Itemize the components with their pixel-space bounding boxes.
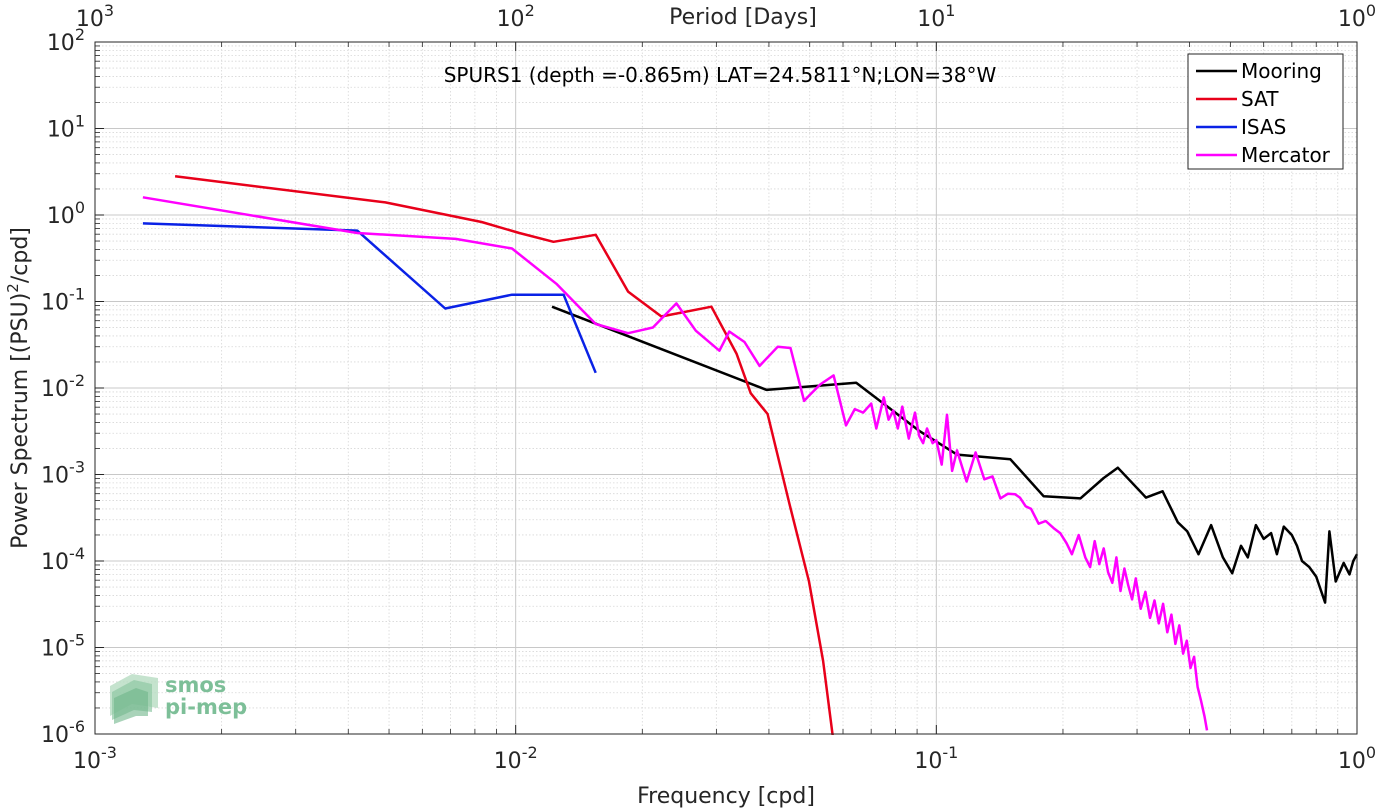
logo-mark-icon — [110, 674, 158, 724]
chart-title: SPURS1 (depth =-0.865m) LAT=24.5811°N;LO… — [444, 63, 997, 87]
x-tick-label: 10-3 — [73, 743, 117, 774]
series-layer — [96, 175, 1359, 741]
legend-items: Mooring SAT ISAS Mercator — [1196, 59, 1331, 167]
y-tick-label: 10-5 — [41, 631, 85, 662]
y-axis-title-main: Power Spectrum [(PSU) — [8, 293, 33, 549]
legend-label-isas: ISAS — [1241, 115, 1286, 139]
y-tick-label: 10-3 — [41, 458, 85, 489]
series-line-sat — [174, 175, 835, 739]
x-tick-label: 10-2 — [494, 743, 538, 774]
series-line-isas — [142, 222, 597, 374]
x2-tick-label: 103 — [76, 1, 114, 32]
y-tick-label: 101 — [47, 112, 85, 143]
y-axis-title: Power Spectrum [(PSU)2/cpd] — [4, 227, 33, 549]
plot-bottom-mask — [96, 735, 1357, 741]
y-axis-title-superscript: 2 — [4, 283, 22, 293]
x-axis-tick-labels: 10-3 10-2 10-1 100 — [73, 743, 1376, 774]
legend-label-sat: SAT — [1241, 87, 1279, 111]
legend-label-mercator: Mercator — [1241, 143, 1331, 167]
y-tick-label: 102 — [47, 25, 85, 56]
x-axis-title: Frequency [cpd] — [637, 784, 815, 809]
y-tick-label: 10-2 — [41, 371, 85, 402]
y-tick-label: 10-6 — [41, 717, 85, 748]
y-axis-title-tail: /cpd] — [8, 227, 33, 283]
y-tick-label: 10-4 — [41, 544, 85, 575]
smos-pi-mep-logo: smos pi-mep — [110, 673, 247, 724]
y-axis-tick-labels: 10-6 10-5 10-4 10-3 10-2 10-1 100 101 102 — [41, 25, 85, 748]
top-axis-tick-labels: 103 102 101 100 — [76, 1, 1376, 32]
logo-text-pi-mep: pi-mep — [165, 695, 247, 719]
legend-box — [1187, 53, 1344, 170]
x2-tick-label: 100 — [1338, 1, 1376, 32]
x2-tick-label: 102 — [497, 1, 535, 32]
axis-ticks — [94, 41, 1358, 735]
y-tick-label: 10-1 — [41, 285, 85, 316]
x2-tick-label: 101 — [917, 1, 955, 32]
logo-text-smos: smos — [165, 673, 226, 697]
series-line-mercator — [142, 196, 1209, 731]
top-axis-title: Period [Days] — [669, 5, 817, 30]
legend-label-mooring: Mooring — [1241, 59, 1322, 83]
series-line-mooring — [551, 305, 1359, 604]
x-tick-label: 100 — [1338, 743, 1376, 774]
minor-grid — [95, 42, 1357, 734]
x-tick-label: 10-1 — [914, 743, 958, 774]
legend: Mooring SAT ISAS Mercator — [1187, 53, 1344, 170]
y-tick-label: 100 — [47, 198, 85, 229]
